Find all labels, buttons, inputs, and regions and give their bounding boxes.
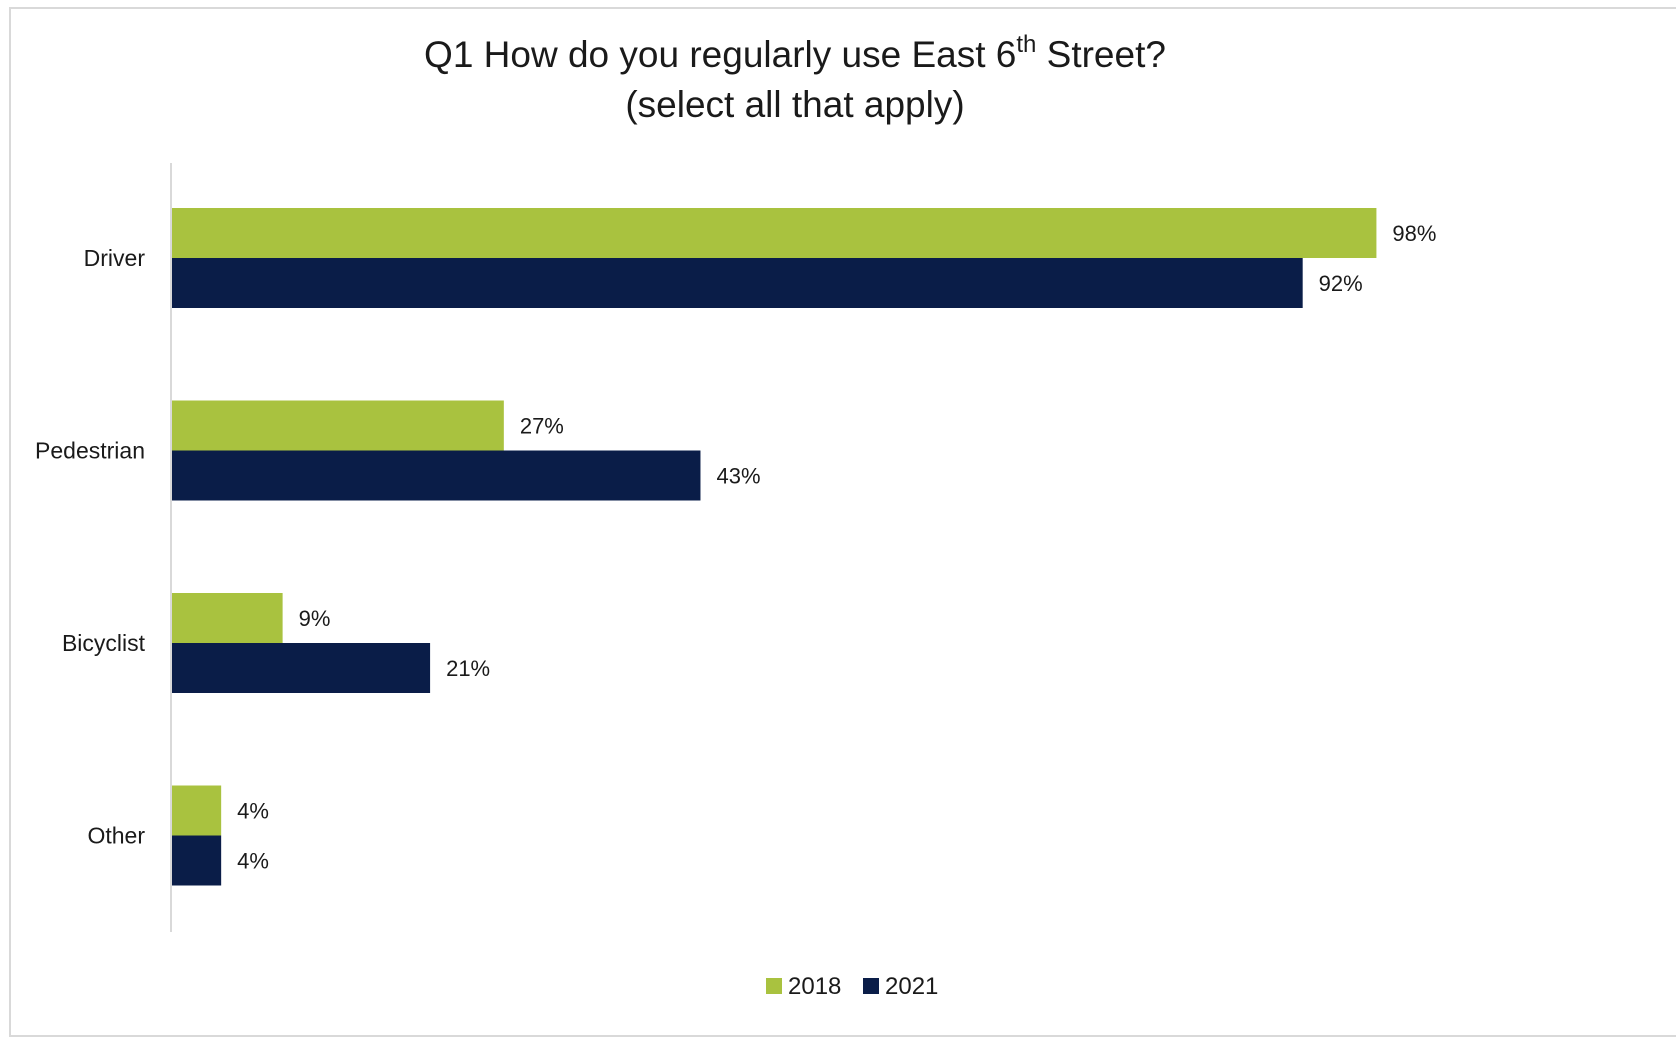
- legend-swatch-2018: [766, 978, 782, 994]
- bar-other-2021: [172, 835, 222, 886]
- category-label-bicyclist: Bicyclist: [62, 630, 146, 656]
- data-label-bicyclist-2021: 21%: [446, 656, 490, 681]
- title-superscript: th: [1016, 31, 1037, 58]
- data-label-pedestrian-2021: 43%: [716, 464, 760, 489]
- data-label-pedestrian-2018: 27%: [520, 414, 564, 439]
- bar-pedestrian-2021: [172, 450, 701, 501]
- bar-bicyclist-2021: [172, 643, 431, 693]
- title-main: Q1 How do you regularly use East 6: [424, 34, 1017, 75]
- legend-swatch-2021: [863, 978, 879, 994]
- chart-title-line-2: (select all that apply): [625, 84, 965, 125]
- data-label-other-2021: 4%: [237, 849, 269, 874]
- data-label-driver-2021: 92%: [1319, 271, 1363, 296]
- category-label-pedestrian: Pedestrian: [35, 438, 145, 464]
- chart-title-line-1: Q1 How do you regularly use East 6th Str…: [0, 30, 1590, 80]
- bar-other-2018: [172, 785, 222, 836]
- bar-driver-2018: [172, 208, 1377, 258]
- data-label-other-2018: 4%: [237, 799, 269, 824]
- bar-driver-2021: [172, 258, 1303, 308]
- category-label-other: Other: [87, 823, 145, 849]
- data-label-bicyclist-2018: 9%: [299, 606, 331, 631]
- category-label-driver: Driver: [84, 245, 146, 271]
- bar-bicyclist-2018: [172, 593, 283, 643]
- chart-title: Q1 How do you regularly use East 6th Str…: [0, 30, 1590, 130]
- legend-label-2018: 2018: [788, 973, 841, 1000]
- data-label-driver-2018: 98%: [1392, 221, 1436, 246]
- bar-pedestrian-2018: [172, 400, 504, 451]
- legend-label-2021: 2021: [885, 973, 938, 1000]
- title-main-end: Street?: [1036, 34, 1166, 75]
